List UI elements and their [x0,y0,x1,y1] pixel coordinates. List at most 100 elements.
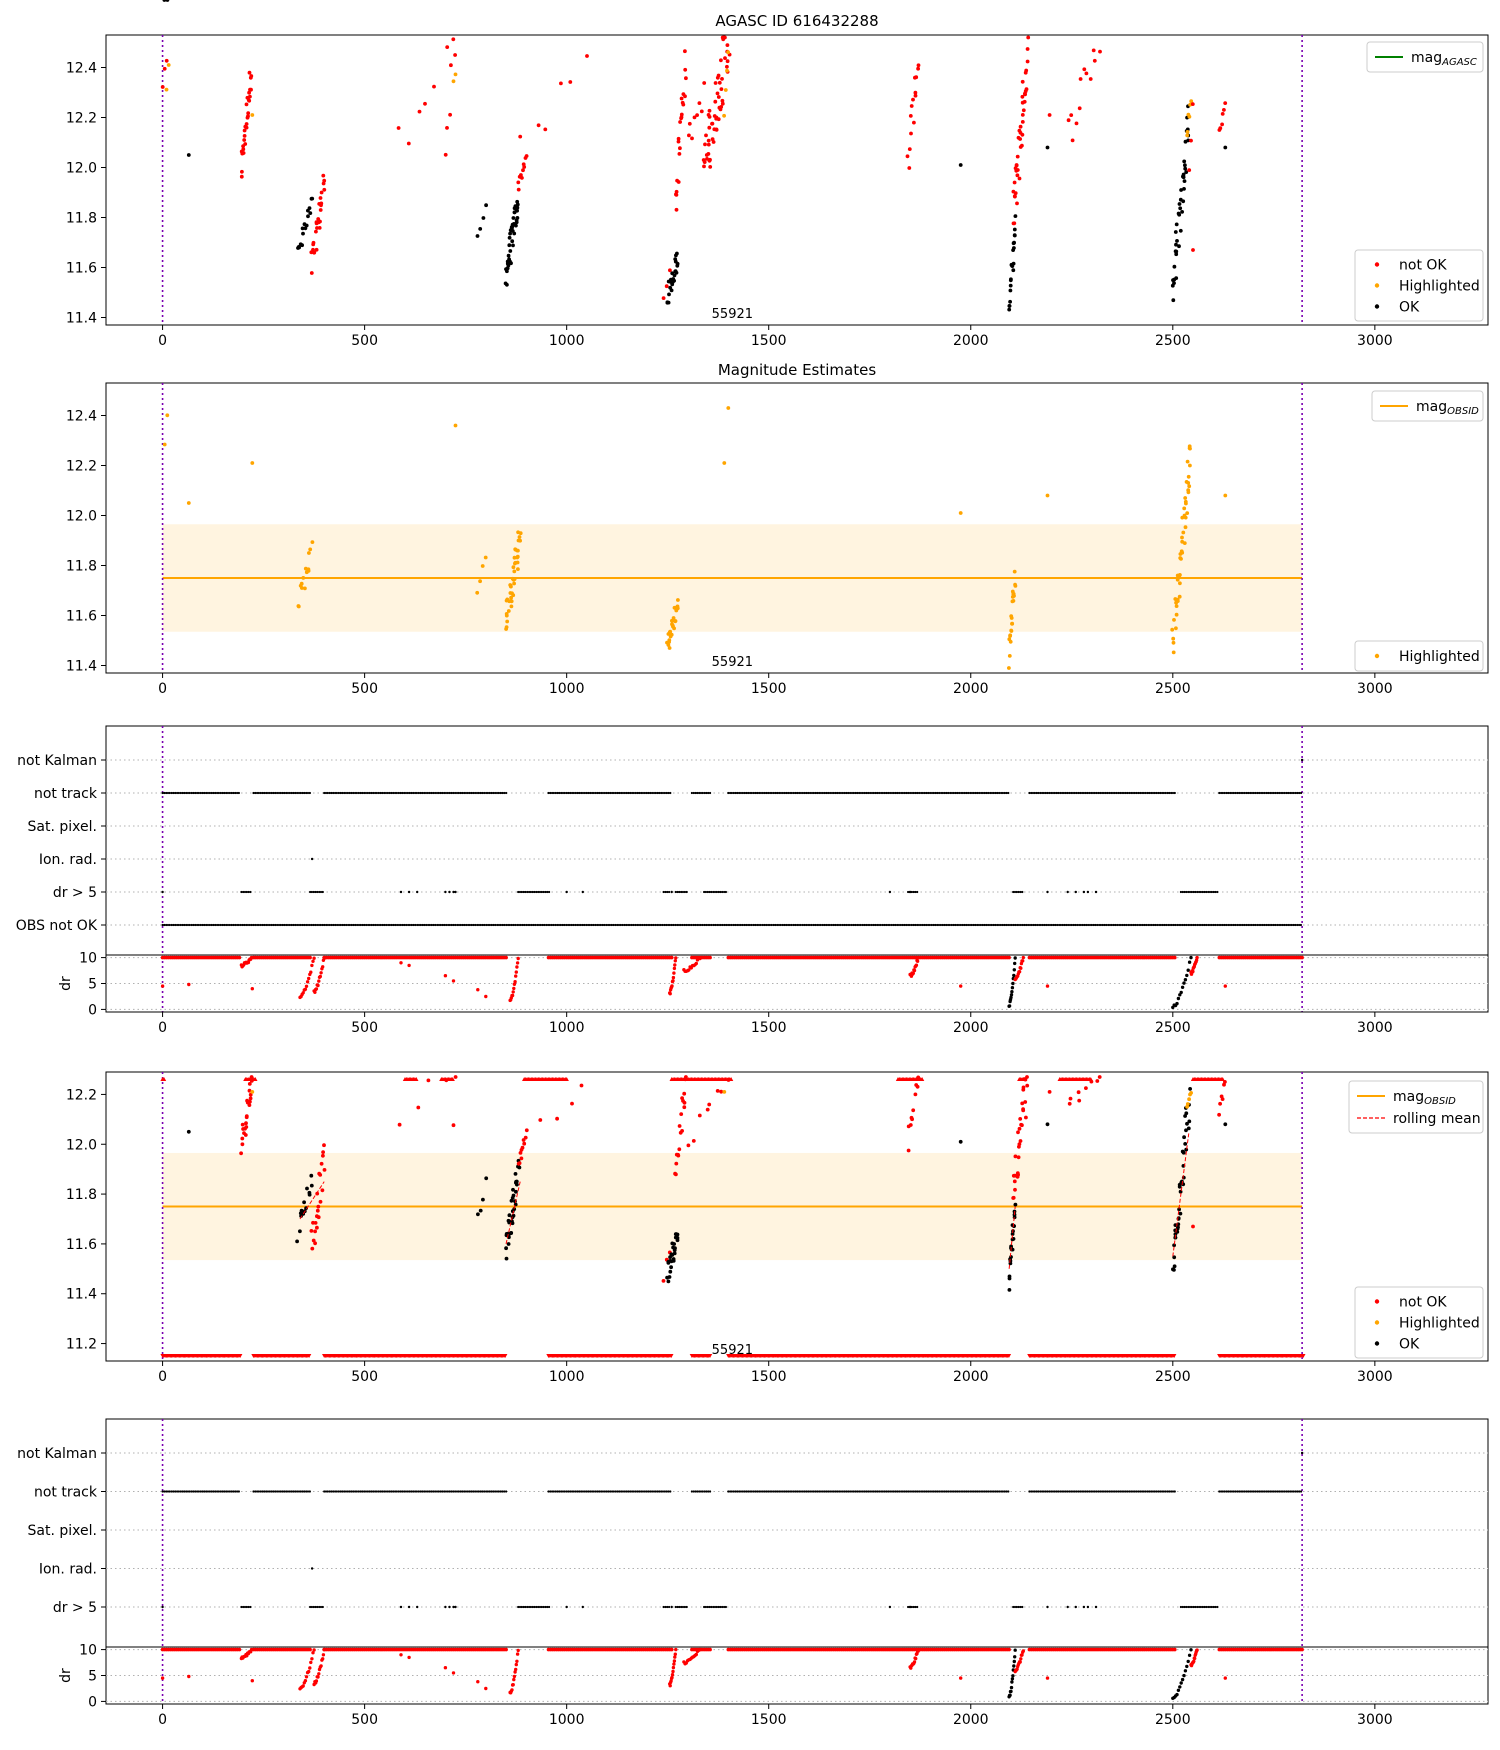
flag-point [908,890,912,894]
flag-point [634,791,637,795]
flag-point [517,923,521,927]
flag-point [857,923,861,927]
flag-point [1070,1490,1073,1493]
flag-point [817,923,821,927]
flag-point [450,923,453,927]
data-point [504,1256,509,1261]
data-point [315,1191,320,1196]
flag-point [565,890,568,894]
flag-point [767,1490,770,1493]
flag-point [1141,923,1144,927]
flag-point [386,1490,389,1493]
flag-point [501,923,504,927]
data-point [512,1207,517,1211]
flag-point [274,1490,277,1493]
flag-point [567,1490,570,1493]
data-point [248,1092,253,1097]
flag-point [505,1490,508,1493]
flag-point [1250,1490,1254,1493]
flag-point [321,1605,324,1609]
flag-point [823,791,826,795]
flag-point [848,923,852,927]
flag-point [356,923,359,927]
data-point [1182,513,1187,518]
flag-point [526,1605,529,1609]
flag-point [705,923,708,927]
x-tick-label: 2000 [953,1369,989,1385]
flag-point [724,890,728,894]
flag-point [543,923,546,927]
flag-point [974,791,977,795]
flag-point [1201,1605,1204,1609]
flag-point [472,923,475,927]
flag-point [548,890,551,894]
flag-point [1170,1490,1173,1493]
flag-point [956,923,959,927]
flag-point [865,923,868,927]
flag-point [239,923,242,927]
flag-point [769,1490,772,1493]
flag-point [601,923,604,927]
flag-point [1161,1490,1164,1493]
data-point [1077,106,1082,111]
flag-point [872,923,875,927]
flag-point [907,791,910,795]
flag-point [849,791,852,795]
flag-point [578,1490,581,1493]
flag-point [223,923,226,927]
flag-point [203,1490,206,1493]
flag-point [446,791,449,795]
data-point [511,1193,516,1198]
flag-point [183,791,186,795]
flag-point [321,890,324,894]
flag-point [832,923,835,927]
flag-point [318,890,321,894]
data-point [515,554,520,559]
flag-point [1130,1490,1133,1493]
flag-point [994,1490,997,1493]
data-point [318,219,322,224]
flag-point [297,791,301,795]
data-point [1185,133,1190,138]
flag-point [715,1605,718,1609]
flag-point [414,1490,417,1493]
data-point [1045,493,1050,498]
data-point [1017,1144,1021,1149]
flag-point [1250,791,1254,795]
data-point [322,1143,326,1148]
flag-point [792,923,795,927]
x-tick-label: 1500 [751,1020,787,1036]
flag-point [403,1490,406,1493]
flag-point [676,890,679,894]
flag-point [203,791,206,795]
flag-point [1155,791,1158,795]
flag-point [505,791,508,795]
data-point [1015,1171,1020,1176]
flag-point [752,791,755,795]
flag-point [636,1490,639,1493]
data-point [715,1089,720,1093]
flag-point [237,1490,240,1493]
data-point [1078,77,1083,81]
data-point [717,80,722,85]
flag-point [1148,923,1152,927]
flag-point [219,1490,222,1493]
flag-point [743,923,746,927]
flag-point [581,1605,584,1609]
data-point [1020,79,1025,84]
flag-point [674,890,677,894]
data-point [316,1204,321,1209]
data-point [250,461,255,465]
y-tick-label: 11.8 [66,211,97,227]
data-point [522,165,527,169]
flag-point [1290,923,1293,927]
flag-point [228,923,231,927]
flag-point [319,923,322,927]
data-point [160,984,165,988]
flag-point [547,923,550,927]
flag-point [1187,923,1190,927]
flag-point [439,791,442,795]
flag-point [797,923,801,927]
flag-point [252,791,255,795]
data-point [1174,242,1178,247]
